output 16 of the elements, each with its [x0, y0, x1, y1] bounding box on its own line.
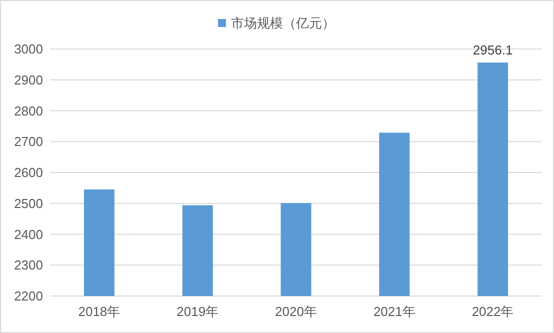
x-tick-label: 2022年 [472, 304, 514, 319]
x-tick-label: 2021年 [373, 304, 416, 319]
y-tick-label: 2400 [14, 226, 43, 242]
x-tick-label: 2020年 [275, 304, 317, 319]
legend: 市场规模（亿元） [218, 16, 335, 30]
y-tick-label: 2900 [14, 72, 43, 88]
y-tick-label: 2200 [14, 288, 43, 304]
y-tick-label: 2700 [14, 134, 43, 150]
y-tick-label: 2300 [14, 258, 43, 273]
y-tick-label: 2500 [14, 196, 43, 211]
y-tick-label: 2600 [14, 165, 43, 180]
x-tick-label: 2018年 [78, 304, 120, 319]
x-tick-label: 2019年 [176, 304, 219, 319]
data-label: 2956.1 [472, 42, 513, 58]
y-tick-label: 2800 [14, 103, 43, 118]
y-tick-label: 3000 [14, 42, 43, 56]
